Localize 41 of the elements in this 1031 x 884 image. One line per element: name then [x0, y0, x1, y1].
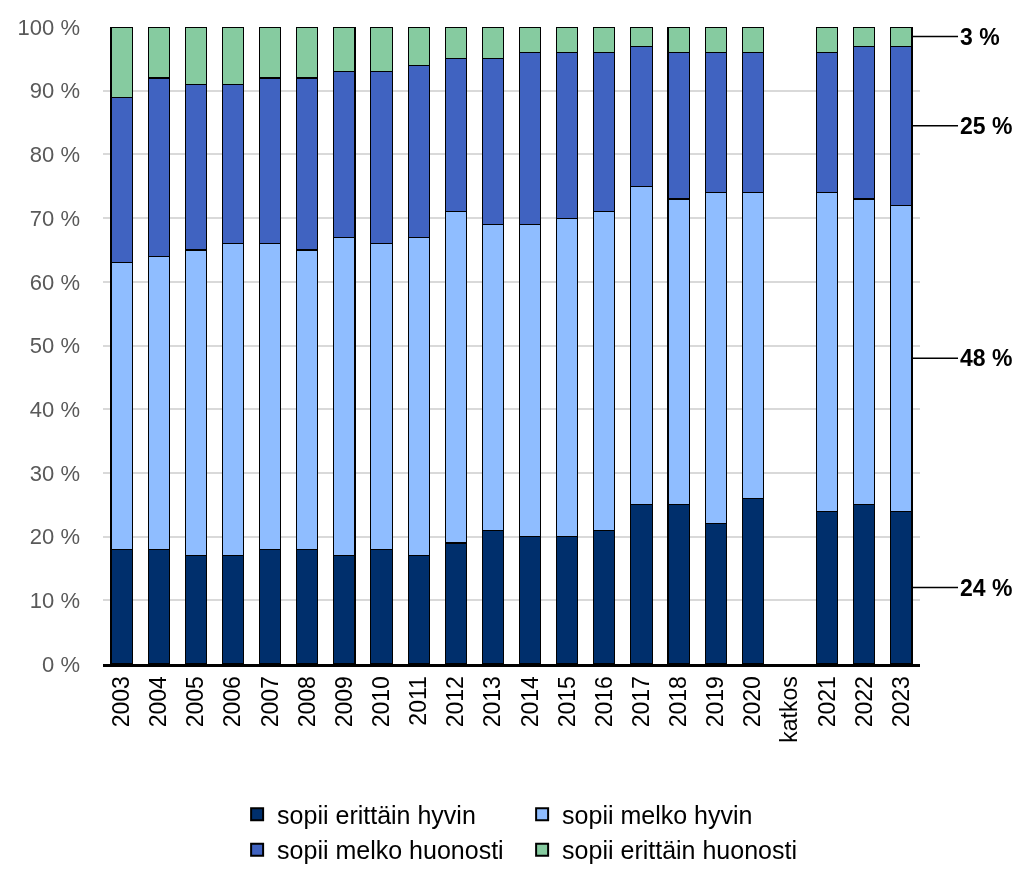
y-tick-label: 10 %	[29, 588, 80, 613]
x-tick-label: 2019	[702, 676, 729, 728]
x-tick-label: 2011	[405, 676, 432, 726]
y-tick-label: 70 %	[29, 205, 80, 231]
data-label: 3 %	[960, 24, 1000, 50]
legend-label: sopii erittäin hyvin	[277, 800, 476, 829]
x-tick-label: 2003	[108, 676, 135, 728]
y-tick-label: 0 %	[42, 651, 80, 677]
x-tick-label: 2012	[442, 676, 469, 728]
data-label: 25 %	[960, 113, 1013, 139]
data-label: 48 %	[960, 345, 1013, 371]
x-tick-label: 2021	[813, 676, 840, 728]
y-tick-label: 80 %	[29, 142, 80, 168]
x-tick-label: 2022	[850, 676, 877, 728]
x-tick-label: 2004	[145, 676, 172, 728]
x-tick-label: 2005	[182, 676, 209, 728]
x-tick-label: 2023	[887, 676, 914, 728]
y-tick-label: 90 %	[29, 78, 80, 104]
x-tick-label: 2020	[739, 676, 766, 728]
y-tick-label: 50 %	[29, 333, 80, 359]
x-tick-label: 2015	[553, 676, 580, 728]
x-tick-label: 2013	[479, 676, 506, 728]
legend-label: sopii melko hyvin	[562, 800, 753, 829]
x-tick-label: 2017	[627, 676, 654, 728]
x-tick-label: 2008	[293, 676, 320, 728]
y-tick-label: 60 %	[29, 269, 80, 295]
x-tick-label: 2010	[367, 676, 394, 728]
x-tick-label: 2006	[219, 676, 246, 728]
x-tick-label: 2009	[330, 676, 357, 728]
x-tick-label: 2007	[256, 676, 283, 728]
data-label: 24 %	[960, 575, 1013, 601]
y-tick-label: 30 %	[29, 460, 80, 486]
x-tick-label: 2016	[590, 676, 617, 728]
x-tick-label: 2014	[516, 676, 543, 728]
x-tick-label: 2018	[665, 676, 692, 728]
x-tick-label: katkos	[776, 676, 803, 743]
y-tick-label: 20 %	[29, 524, 80, 550]
legend-label: sopii melko huonosti	[277, 836, 504, 865]
y-tick-label: 40 %	[29, 396, 80, 422]
y-tick-label: 100 %	[17, 14, 80, 40]
legend-label: sopii erittäin huonosti	[562, 836, 797, 865]
